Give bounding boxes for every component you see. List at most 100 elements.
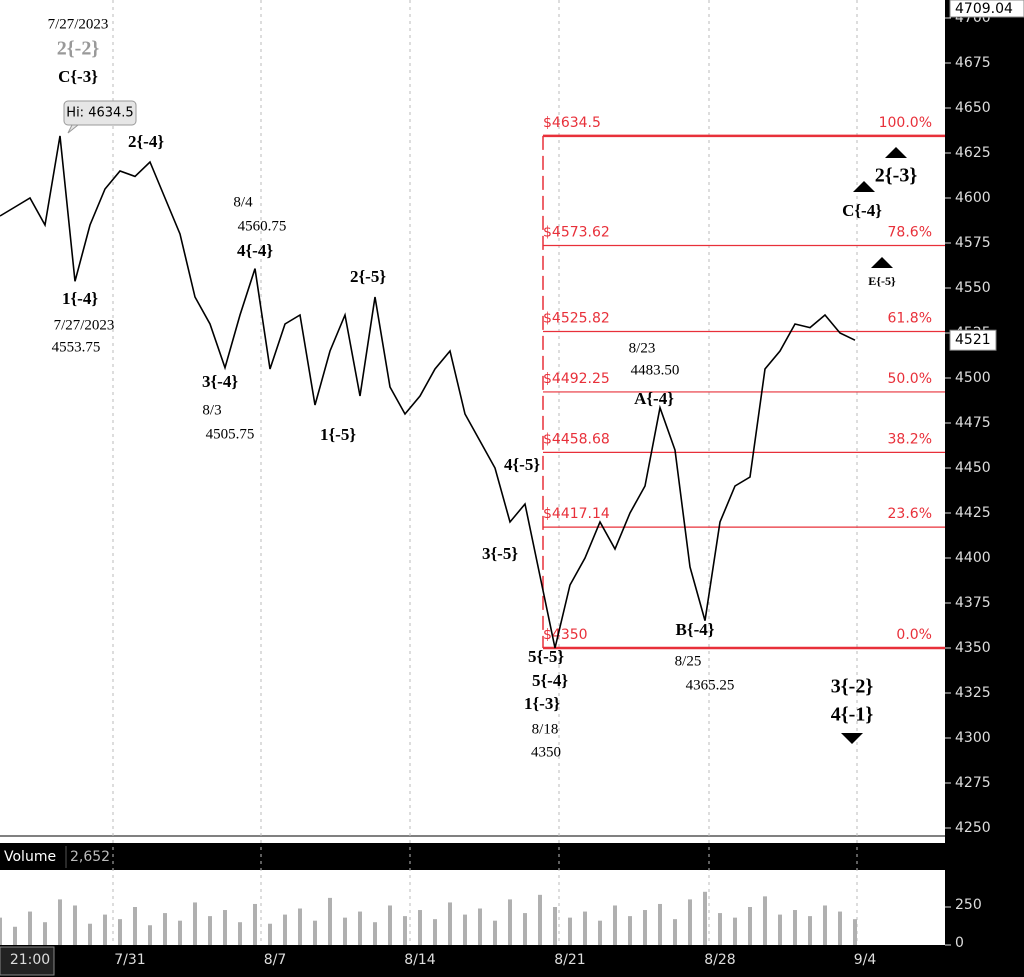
y-tick-label: 4475: [955, 415, 991, 431]
volume-bar: [58, 899, 62, 945]
volume-bar: [508, 899, 512, 945]
x-tick-label: 8/7: [264, 952, 287, 968]
y-tick-label: 4550: [955, 280, 991, 296]
annotation: 4553.75: [52, 339, 101, 355]
volume-bar: [718, 913, 722, 945]
y-tick-label: 4625: [955, 145, 991, 161]
fib-price-label: $4417.14: [543, 506, 610, 522]
volume-bar: [583, 911, 587, 945]
volume-bar: [298, 908, 302, 945]
volume-bar: [568, 917, 572, 945]
volume-tick-label: 0: [955, 935, 964, 951]
annotation: 2{-2}: [57, 38, 100, 60]
volume-bar: [0, 917, 2, 945]
arrow: [853, 181, 875, 192]
y-tick-label: 4450: [955, 460, 991, 476]
last-price-box: [949, 329, 997, 351]
fib-price-label: $4492.25: [543, 371, 610, 387]
annotation: 4505.75: [206, 426, 255, 442]
y-tick-label: 4400: [955, 550, 991, 566]
x-axis-bg: [0, 945, 1024, 977]
volume-bar: [163, 913, 167, 945]
volume-bar: [703, 891, 707, 945]
volume-bar: [613, 905, 617, 945]
volume-bar: [808, 916, 812, 945]
annotation: A{-4}: [634, 389, 674, 408]
last-price: 4521: [955, 332, 991, 348]
fib-pct-label: 50.0%: [888, 371, 932, 387]
volume-bar: [388, 905, 392, 945]
annotation: 1{-4}: [62, 289, 98, 308]
fib-price-label: $4350: [543, 627, 588, 643]
volume-title: Volume: [4, 849, 56, 865]
volume-bar: [343, 917, 347, 945]
volume-bar: [763, 896, 767, 945]
volume-tick-label: 250: [955, 897, 982, 913]
volume-bar: [403, 916, 407, 945]
fib-price-label: $4458.68: [543, 431, 610, 447]
y-tick-label: 4350: [955, 640, 991, 656]
annotation: 7/27/2023: [48, 16, 109, 32]
volume-bar: [283, 914, 287, 945]
annotation: 4365.25: [686, 677, 735, 693]
volume-header: [0, 843, 945, 870]
volume-bar: [793, 910, 797, 945]
fib-pct-label: 78.6%: [888, 224, 932, 240]
volume-bar: [328, 897, 332, 945]
annotation: 5{-4}: [532, 671, 568, 690]
volume-bar: [13, 926, 17, 945]
volume-bar: [103, 914, 107, 945]
volume-bar: [178, 920, 182, 945]
annotation: 8/4: [233, 194, 253, 210]
volume-bar: [733, 917, 737, 945]
right-axis-bg: [945, 0, 1024, 977]
volume-bar: [538, 894, 542, 945]
annotation: 4{-4}: [237, 241, 273, 260]
annotation: 2{-3}: [875, 165, 918, 187]
annotation: C{-3}: [58, 67, 98, 86]
volume-bar: [418, 910, 422, 945]
annotation: Hi: 4634.5: [66, 106, 133, 121]
volume-bar: [88, 923, 92, 945]
volume-bar: [448, 902, 452, 945]
y-tick-label: 4425: [955, 505, 991, 521]
volume-bar: [823, 905, 827, 945]
annotation: 8/23: [629, 340, 656, 356]
x-tick-label: 21:00: [10, 952, 50, 968]
annotation: 8/25: [675, 653, 702, 669]
volume-bar: [193, 902, 197, 945]
volume-bar: [658, 903, 662, 945]
axis-max-label: 4709.04: [955, 1, 1013, 17]
annotation: 2{-5}: [350, 267, 386, 286]
y-tick-label: 4600: [955, 190, 991, 206]
volume-bar: [463, 914, 467, 945]
annotation: 3{-4}: [202, 372, 238, 391]
annotation: E{-5}: [868, 274, 896, 288]
volume-bar: [73, 905, 77, 945]
annotation: 4483.50: [631, 362, 680, 378]
annotation: 4560.75: [238, 218, 287, 234]
fib-pct-label: 38.2%: [888, 431, 932, 447]
volume-bar: [748, 907, 752, 945]
x-tick-label: 8/14: [404, 952, 436, 968]
fib-price-label: $4634.5: [543, 115, 601, 131]
annotation: 7/27/2023: [54, 317, 115, 333]
volume-bar: [43, 922, 47, 945]
volume-bar: [223, 910, 227, 945]
volume-bar: [253, 903, 257, 945]
annotation: 8/3: [202, 402, 221, 418]
arrow: [841, 733, 863, 744]
volume-bar: [268, 923, 272, 945]
y-tick-label: 4325: [955, 685, 991, 701]
volume-bar: [118, 919, 122, 945]
volume-bar: [838, 911, 842, 945]
y-tick-label: 4575: [955, 235, 991, 251]
volume-bar: [673, 919, 677, 945]
annotation: 3{-2}: [831, 676, 874, 698]
hi-tooltip-tail: [67, 124, 80, 134]
volume-bar: [553, 907, 557, 945]
annotation: 4{-5}: [504, 455, 540, 474]
x-tick-label: 8/21: [554, 952, 585, 968]
